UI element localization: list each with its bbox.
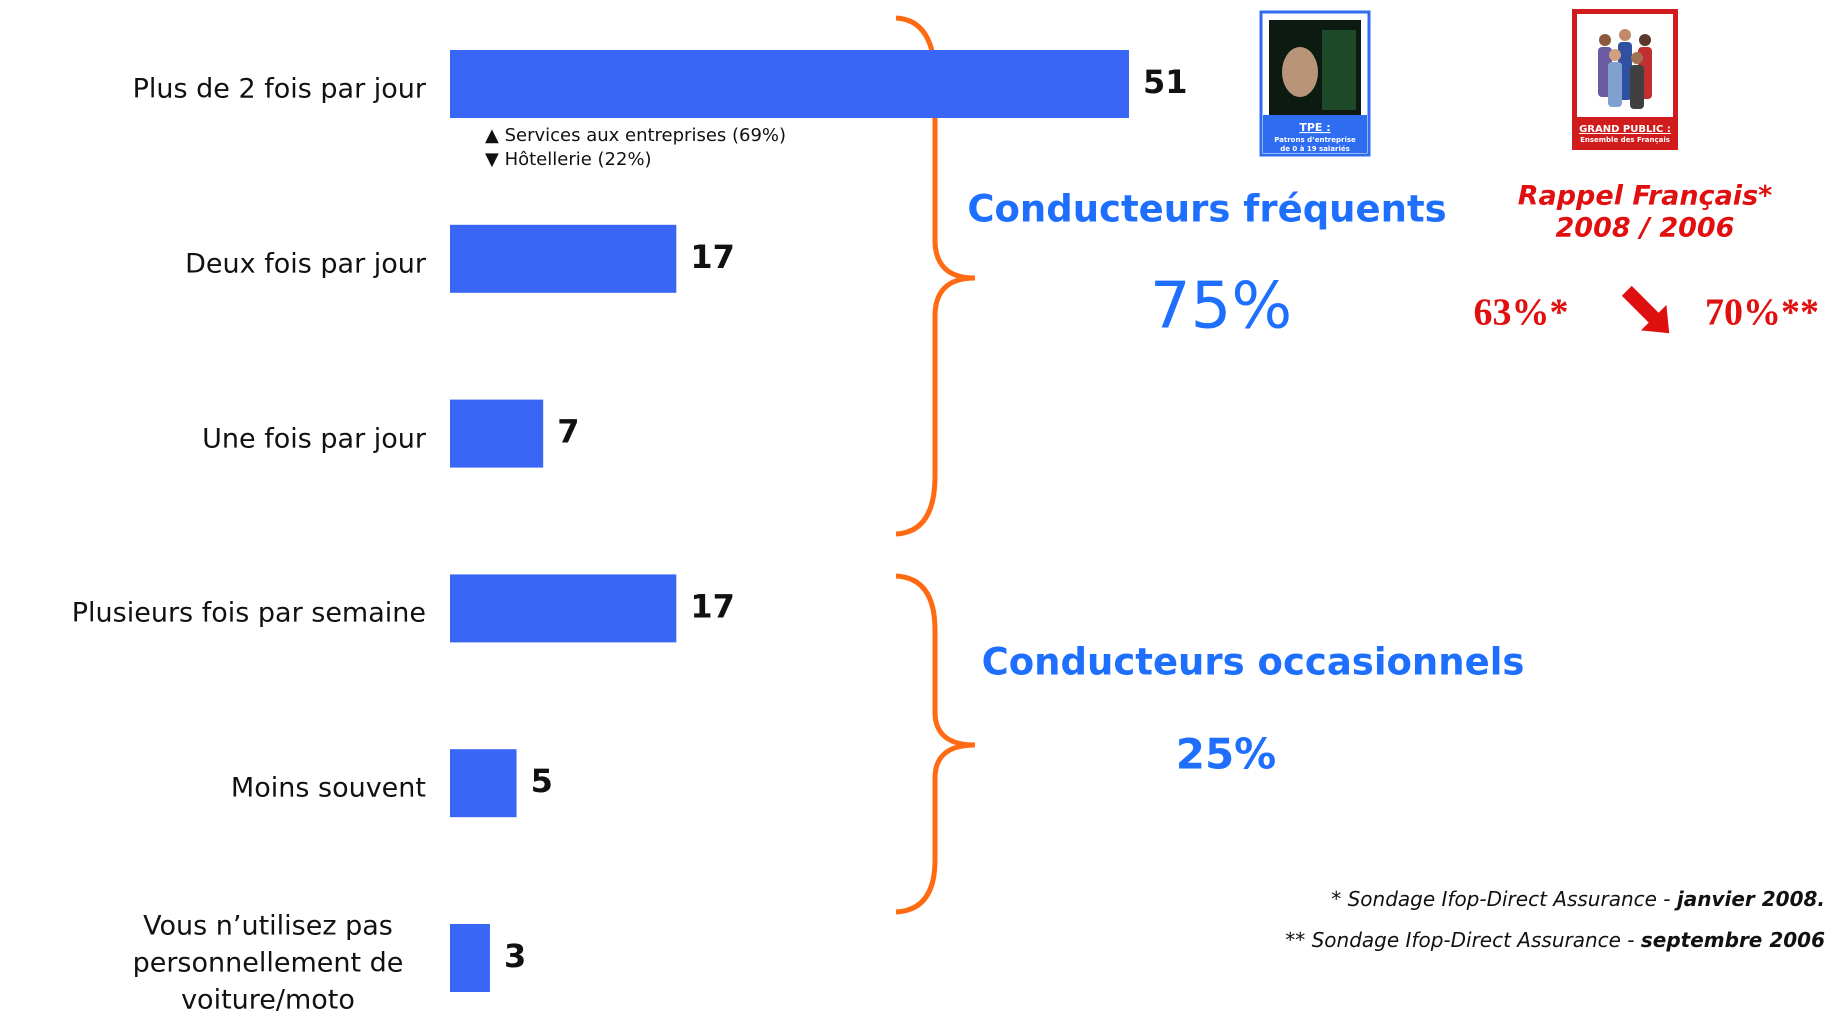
group-label: Conducteurs fréquents bbox=[967, 188, 1446, 231]
value-label: 3 bbox=[504, 937, 526, 975]
bar bbox=[450, 50, 1129, 118]
trend-arrow bbox=[1621, 285, 1670, 334]
icon-title: TPE : bbox=[1299, 121, 1330, 134]
value-label: 17 bbox=[690, 587, 735, 625]
value-label: 7 bbox=[557, 413, 579, 451]
footnote: ** Sondage Ifop-Direct Assurance - septe… bbox=[1285, 928, 1825, 952]
annotation: ▼ Hôtellerie (22%) bbox=[485, 149, 652, 170]
icon-subtitle: Ensemble des Français bbox=[1580, 136, 1670, 144]
bar bbox=[450, 224, 677, 293]
group-share: 25% bbox=[1176, 730, 1277, 779]
bar bbox=[450, 574, 677, 643]
group-label: Conducteurs occasionnels bbox=[982, 641, 1525, 684]
value-label: 51 bbox=[1143, 63, 1188, 101]
brace bbox=[895, 15, 976, 537]
icon-subtitle: de 0 à 19 salariés bbox=[1280, 145, 1350, 153]
value-label: 5 bbox=[531, 762, 553, 800]
tpe-icon: TPE : Patrons d’entreprise de 0 à 19 sal… bbox=[1259, 10, 1371, 157]
footnote: * Sondage Ifop-Direct Assurance - janvie… bbox=[1331, 887, 1825, 911]
grand-public-icon: GRAND PUBLIC : Ensemble des Français bbox=[1572, 9, 1678, 150]
bar bbox=[450, 924, 490, 992]
footnote-text: ** Sondage Ifop-Direct Assurance - bbox=[1285, 928, 1641, 952]
category-label: Plus de 2 fois par jour bbox=[132, 73, 426, 105]
recall-value: 63%* bbox=[1474, 292, 1569, 334]
bar bbox=[450, 399, 544, 468]
category-label: Vous n’utilisez pas personnellement de v… bbox=[132, 910, 404, 1013]
recall-title: Rappel Français* bbox=[1518, 181, 1773, 212]
footnote-text: * Sondage Ifop-Direct Assurance - bbox=[1331, 887, 1677, 911]
footnote-emphasis: janvier 2008. bbox=[1674, 887, 1825, 911]
annotation: ▲ Services aux entreprises (69%) bbox=[485, 125, 786, 146]
category-label: Une fois par jour bbox=[202, 423, 426, 455]
category-label: Plusieurs fois par semaine bbox=[71, 597, 426, 629]
icon-subtitle: Patrons d’entreprise bbox=[1274, 136, 1356, 144]
footnote-emphasis: septembre 2006 bbox=[1641, 928, 1825, 952]
bar bbox=[450, 749, 517, 818]
category-label: Deux fois par jour bbox=[185, 248, 426, 280]
category-label: Moins souvent bbox=[230, 772, 426, 804]
value-label: 17 bbox=[690, 238, 735, 276]
brace bbox=[895, 573, 976, 915]
recall-title: 2008 / 2006 bbox=[1556, 213, 1735, 244]
group-share: 75% bbox=[1150, 270, 1292, 344]
icon-title: GRAND PUBLIC : bbox=[1579, 124, 1671, 135]
recall-value: 70%** bbox=[1705, 292, 1819, 334]
